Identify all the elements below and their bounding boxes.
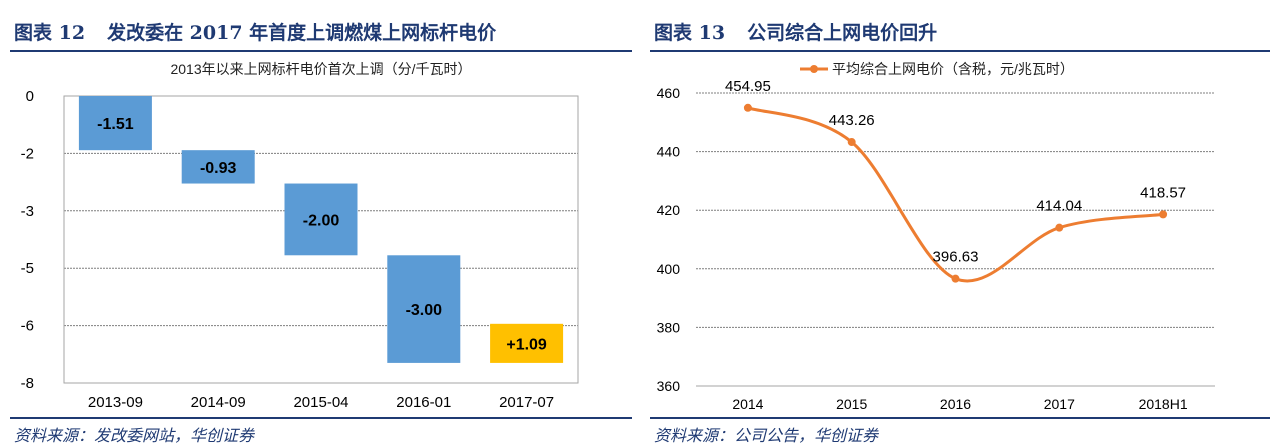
y-tick-label: 380 bbox=[657, 319, 681, 335]
line-chart: 460 440 420 400 380 360 454.95 2014 443.26 2015 39… bbox=[657, 61, 1215, 412]
figure-13-top-rule bbox=[650, 50, 1270, 52]
data-label: 443.26 bbox=[829, 112, 875, 129]
legend-swatch-marker bbox=[810, 65, 818, 73]
x-tick-label: 2017 bbox=[1044, 396, 1075, 412]
bar bbox=[490, 323, 564, 363]
data-label: 414.04 bbox=[1036, 198, 1082, 215]
data-label: +1.09 bbox=[506, 336, 547, 353]
figure-13-label: 图表 13 bbox=[654, 22, 726, 44]
x-tick-label: 2018H1 bbox=[1139, 396, 1188, 412]
data-label: 418.57 bbox=[1140, 184, 1186, 201]
figure-13-title: 图表 13 公司综合上网电价回升 bbox=[654, 18, 937, 45]
figure-12-label: 图表 12 bbox=[14, 22, 86, 44]
bar bbox=[284, 183, 358, 256]
figure-13-panel: 图表 13 公司综合上网电价回升 460 440 420 400 380 360 454.95… bbox=[650, 0, 1270, 448]
figure-13-heading: 公司综合上网电价回升 bbox=[747, 22, 938, 44]
y-tick-label: 420 bbox=[657, 202, 681, 218]
figure-12-heading: 发改委在 2017 年首度上调燃煤上网标杆电价 bbox=[107, 22, 497, 44]
y-tick-label: -6 bbox=[21, 318, 34, 335]
chart-title: 2013年以来上网标杆电价首次上调（分/千瓦时） bbox=[170, 61, 471, 77]
bar bbox=[181, 150, 255, 184]
figure-12-panel: 图表 12 发改委在 2017 年首度上调燃煤上网标杆电价 2013年以来上网标杆… bbox=[0, 0, 632, 448]
x-tick-label: 2015-04 bbox=[293, 394, 348, 411]
y-tick-label: -5 bbox=[21, 260, 34, 277]
y-tick-label: 460 bbox=[657, 85, 681, 101]
x-tick-label: 2016-01 bbox=[396, 394, 451, 411]
x-tick-label: 2014-09 bbox=[191, 394, 246, 411]
data-point bbox=[1055, 223, 1064, 232]
data-point bbox=[743, 103, 752, 112]
data-label: -0.93 bbox=[200, 160, 237, 177]
figure-12-source: 资料来源：发改委网站，华创证券 bbox=[14, 426, 255, 445]
waterfall-chart: 2013年以来上网标杆电价首次上调（分/千瓦时） 0 -2 -3 -5 -6 -8 -1.51… bbox=[21, 61, 579, 411]
x-tick-label: 2017-07 bbox=[499, 394, 554, 411]
y-tick-label: -2 bbox=[21, 145, 34, 162]
data-label: -1.51 bbox=[97, 116, 134, 133]
data-point bbox=[847, 138, 856, 147]
figure-13-bottom-rule bbox=[650, 417, 1270, 419]
legend-label: 平均综合上网电价（含税，元/兆瓦时） bbox=[832, 61, 1074, 77]
y-tick-label: 400 bbox=[657, 261, 681, 277]
x-tick-label: 2015 bbox=[836, 396, 867, 412]
y-tick-label: -3 bbox=[21, 203, 34, 220]
data-label: 454.95 bbox=[725, 78, 771, 95]
bar bbox=[387, 255, 461, 363]
data-point bbox=[1159, 210, 1168, 219]
figure-12-title: 图表 12 发改委在 2017 年首度上调燃煤上网标杆电价 bbox=[14, 18, 496, 45]
figure-12-top-rule bbox=[10, 50, 632, 52]
y-tick-label: 0 bbox=[26, 88, 34, 105]
data-label: -2.00 bbox=[303, 212, 340, 229]
x-tick-label: 2016 bbox=[940, 396, 971, 412]
plot-area-border bbox=[63, 95, 579, 384]
bar bbox=[78, 96, 152, 151]
y-tick-label: 440 bbox=[657, 144, 681, 160]
x-tick-label: 2013-09 bbox=[88, 394, 143, 411]
data-point bbox=[951, 274, 960, 283]
x-tick-label: 2014 bbox=[732, 396, 763, 412]
figure-13-source: 资料来源：公司公告，华创证券 bbox=[654, 426, 879, 445]
y-tick-label: 360 bbox=[657, 378, 681, 394]
figure-12-bottom-rule bbox=[10, 417, 632, 419]
y-tick-label: -8 bbox=[21, 375, 34, 392]
data-label: 396.63 bbox=[933, 249, 979, 266]
data-label: -3.00 bbox=[406, 302, 443, 319]
